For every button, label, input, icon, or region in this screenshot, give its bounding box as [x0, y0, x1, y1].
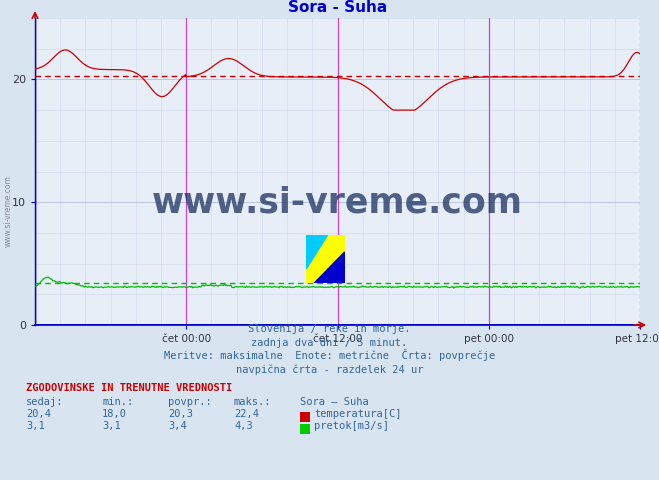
- Text: 22,4: 22,4: [234, 409, 259, 420]
- Text: 3,4: 3,4: [168, 421, 186, 432]
- Text: maks.:: maks.:: [234, 397, 272, 408]
- Text: pretok[m3/s]: pretok[m3/s]: [314, 421, 389, 432]
- Text: 3,1: 3,1: [26, 421, 45, 432]
- Text: Meritve: maksimalne  Enote: metrične  Črta: povprečje: Meritve: maksimalne Enote: metrične Črta…: [164, 349, 495, 361]
- Text: povpr.:: povpr.:: [168, 397, 212, 408]
- Text: 20,4: 20,4: [26, 409, 51, 420]
- Text: 20,3: 20,3: [168, 409, 193, 420]
- Text: 3,1: 3,1: [102, 421, 121, 432]
- Text: Sora – Suha: Sora – Suha: [300, 397, 368, 408]
- Title: Sora - Suha: Sora - Suha: [288, 0, 387, 15]
- Text: min.:: min.:: [102, 397, 133, 408]
- Polygon shape: [314, 252, 345, 283]
- Text: 4,3: 4,3: [234, 421, 252, 432]
- Text: temperatura[C]: temperatura[C]: [314, 409, 402, 420]
- Text: www.si-vreme.com: www.si-vreme.com: [152, 185, 523, 219]
- Text: ZGODOVINSKE IN TRENUTNE VREDNOSTI: ZGODOVINSKE IN TRENUTNE VREDNOSTI: [26, 383, 233, 393]
- Text: 18,0: 18,0: [102, 409, 127, 420]
- Text: navpična črta - razdelek 24 ur: navpična črta - razdelek 24 ur: [236, 364, 423, 375]
- Text: sedaj:: sedaj:: [26, 397, 64, 408]
- Text: Slovenija / reke in morje.: Slovenija / reke in morje.: [248, 324, 411, 335]
- Text: www.si-vreme.com: www.si-vreme.com: [3, 175, 13, 247]
- Polygon shape: [306, 235, 328, 269]
- Text: zadnja dva dni / 5 minut.: zadnja dva dni / 5 minut.: [251, 338, 408, 348]
